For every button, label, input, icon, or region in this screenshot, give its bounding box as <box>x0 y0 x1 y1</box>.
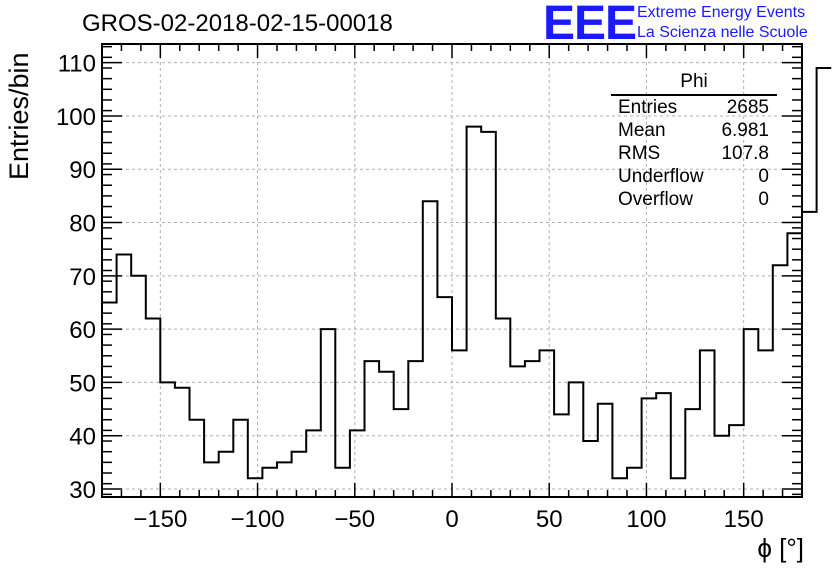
stats-value: 2685 <box>726 97 769 118</box>
y-tick-labels: 30 40 50 60 70 80 90 100 110 <box>56 51 96 504</box>
x-tick-labels: −150 −100 −50 0 50 100 150 <box>133 506 763 533</box>
histogram-series <box>102 67 832 480</box>
stats-value: 107.8 <box>721 143 769 164</box>
stats-value: 0 <box>758 189 769 210</box>
stats-label: Overflow <box>618 189 693 210</box>
plot-frame <box>101 43 803 498</box>
logo-line-2: La Scienza nelle Scuole <box>637 24 808 41</box>
stats-row-entries: Entries 2685 <box>611 96 777 119</box>
stats-row-mean: Mean 6.981 <box>611 119 777 142</box>
y-tick-label: 90 <box>69 157 96 184</box>
y-tick-label: 110 <box>58 51 96 78</box>
x-tick-label: 0 <box>445 506 458 533</box>
y-tick-label: 50 <box>69 370 96 397</box>
stats-row-underflow: Underflow 0 <box>611 165 777 188</box>
x-tick-label: 50 <box>536 506 563 533</box>
y-tick-label: 80 <box>69 211 96 238</box>
chart-title: GROS-02-2018-02-15-00018 <box>82 10 393 37</box>
x-tick-label: −50 <box>334 506 375 533</box>
stats-label: Mean <box>618 120 666 141</box>
y-tick-label: 30 <box>69 477 96 504</box>
stats-label: Underflow <box>618 166 704 187</box>
logo-line-1: Extreme Energy Events <box>637 4 806 21</box>
stats-row-rms: RMS 107.8 <box>611 142 777 165</box>
y-axis-label: Entries/bin <box>4 52 34 180</box>
y-tick-label: 40 <box>69 424 96 451</box>
x-tick-label: 150 <box>724 506 764 533</box>
stats-label: Entries <box>618 97 678 118</box>
eee-logo: EEE <box>543 0 637 50</box>
axis-ticks <box>101 44 803 497</box>
stats-label: RMS <box>618 143 661 164</box>
x-tick-label: −150 <box>133 506 187 533</box>
stats-value: 0 <box>758 166 769 187</box>
y-tick-label: 60 <box>69 317 96 344</box>
stats-row-overflow: Overflow 0 <box>611 188 777 211</box>
grid-lines <box>102 44 802 497</box>
stats-box: Phi Entries 2685 Mean 6.981 RMS 107.8 Un… <box>611 72 777 211</box>
stats-name: Phi <box>611 72 777 96</box>
x-tick-label: 100 <box>626 506 666 533</box>
y-tick-label: 70 <box>69 264 96 291</box>
y-tick-label: 100 <box>56 104 96 131</box>
stats-value: 6.981 <box>721 120 769 141</box>
x-tick-label: −100 <box>231 506 285 533</box>
x-axis-label: ϕ [°] <box>757 533 804 563</box>
